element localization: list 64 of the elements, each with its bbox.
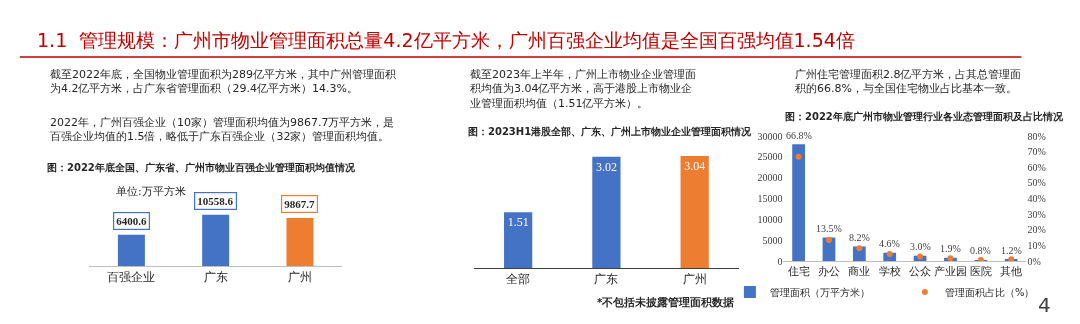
text: 4 (1038, 293, 1051, 317)
y-tick-label: 30000 (757, 130, 783, 142)
data-label: 13.5% (816, 223, 842, 234)
y-tick-label: 5000 (762, 234, 783, 246)
data-label: 4.6% (879, 238, 900, 249)
x-tick-label: 学校 (878, 264, 901, 277)
y2-tick-label: 60% (1027, 161, 1046, 173)
x-tick-label: 广东 (203, 270, 228, 285)
chart-title: 图：2022年底全国、广东省、广州市物业百强企业管理面积均值情况 (47, 162, 356, 173)
y2-tick-label: 50% (1027, 177, 1046, 189)
point (917, 253, 924, 260)
y-tick-label: 0 (777, 255, 783, 267)
y2-tick-label: 70% (1027, 146, 1046, 158)
bar (792, 144, 805, 262)
x-tick-label: 广东 (594, 272, 619, 287)
data-label: 1.2% (1001, 245, 1022, 256)
x-tick-label: 百强企业 (107, 270, 156, 285)
point (795, 153, 802, 160)
point (977, 256, 984, 262)
legend-label: 管理面积占比（%） (944, 286, 1035, 298)
point (825, 237, 832, 244)
legend-label: 管理面积（万平方米） (769, 286, 870, 298)
y2-tick-label: 10% (1027, 240, 1046, 252)
y-tick-label: 10000 (757, 213, 783, 225)
data-label: 3.02 (595, 159, 617, 174)
text: 截至2023年上半年，广州上市物业企业管理面积均值为3.04亿平方米，高于港股上市物业企业管理面积均值（1.51亿平方米）。 (470, 68, 696, 110)
data-label: 66.8% (786, 130, 812, 141)
x-tick-label: 广州 (287, 270, 312, 285)
data-label: 3.0% (910, 241, 931, 252)
y2-tick-label: 80% (1027, 130, 1046, 142)
data-label: 0.8% (970, 245, 991, 256)
chart-title: 图：2023H1港股全部、广东、广州上市物业企业管理面积情况 (468, 126, 753, 137)
text: *不包括未披露管理面积数据 (597, 296, 735, 308)
text: 单位:万平方米 (116, 185, 186, 198)
y-tick-label: 20000 (757, 172, 783, 184)
x-tick-label: 全部 (506, 272, 531, 287)
x-tick-label: 商业 (848, 264, 871, 277)
data-label: 3.04 (684, 159, 706, 174)
x-tick-label: 办公 (817, 264, 840, 277)
x-tick-label: 其他 (1000, 264, 1023, 277)
text: 截至2022年底，全国物业管理面积为289亿平方米，其中广州管理面积为4.2亿平方米，占广东省管理面积（29.4亿平方米）14.3%。 (50, 68, 396, 96)
data-label: 1.9% (940, 243, 961, 254)
x-tick-label: 产业园 (933, 264, 967, 277)
y2-tick-label: 30% (1027, 208, 1046, 220)
point (1008, 256, 1015, 262)
data-label: 10558.6 (197, 195, 234, 208)
y-tick-label: 15000 (757, 193, 783, 205)
data-label: 1.51 (507, 215, 529, 230)
y2-tick-label: 20% (1027, 224, 1046, 236)
x-tick-label: 公众 (909, 264, 932, 277)
text: 1.1 管理规模：广州市物业管理面积总量4.2亿平方米，广州百强企业均值是全国百强均值1.54倍 (37, 29, 855, 51)
y2-tick-label: 40% (1027, 193, 1046, 205)
point (856, 245, 863, 252)
chart-title: 图：2022年底广州市物业管理行业各业态管理面积及占比情况 (785, 111, 1064, 122)
data-label: 6400.6 (116, 215, 147, 228)
text: 2022年，广州百强企业（10家）管理面积均值为9867.7万平方米，是百强企业均值的1.5倍，略低于广东百强企业（32家）管理面积均值。 (50, 116, 395, 144)
text: 广州住宅管理面积2.8亿平方米，占其总管理面积的66.8%，与全国住宅物业占比基本一致。 (795, 68, 1022, 96)
x-tick-label: 住宅 (787, 264, 810, 277)
y2-tick-label: 0% (1027, 255, 1041, 267)
x-tick-label: 广州 (682, 272, 707, 287)
y-tick-label: 25000 (757, 151, 783, 163)
data-label: 9867.7 (284, 198, 315, 211)
data-label: 8.2% (849, 232, 870, 243)
x-tick-label: 医院 (969, 264, 992, 277)
